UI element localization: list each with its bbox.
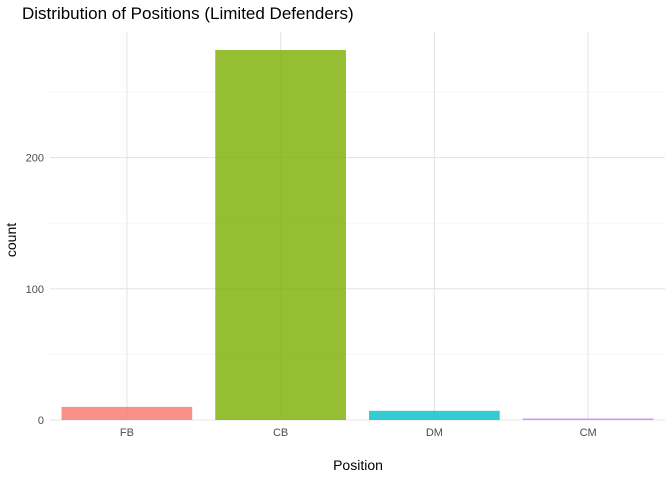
y-tick-label: 0 bbox=[38, 415, 44, 427]
y-axis-ticks: 0 100 200 bbox=[26, 153, 44, 427]
x-tick-label: CB bbox=[273, 427, 288, 439]
bars bbox=[61, 50, 654, 420]
bar-cb bbox=[215, 50, 346, 420]
bar-dm bbox=[369, 410, 500, 420]
chart-title: Distribution of Positions (Limited Defen… bbox=[22, 4, 354, 23]
x-tick-label: CM bbox=[580, 427, 597, 439]
y-axis-title: count bbox=[3, 223, 19, 257]
x-axis-ticks: FB CB DM CM bbox=[120, 427, 597, 439]
x-axis-title: Position bbox=[333, 457, 383, 473]
x-tick-label: DM bbox=[426, 427, 443, 439]
x-tick-label: FB bbox=[120, 427, 134, 439]
y-tick-label: 200 bbox=[26, 153, 44, 165]
bar-fb bbox=[61, 406, 193, 420]
y-tick-label: 100 bbox=[26, 284, 44, 296]
gridlines bbox=[50, 32, 665, 421]
bar-cm bbox=[522, 418, 654, 420]
